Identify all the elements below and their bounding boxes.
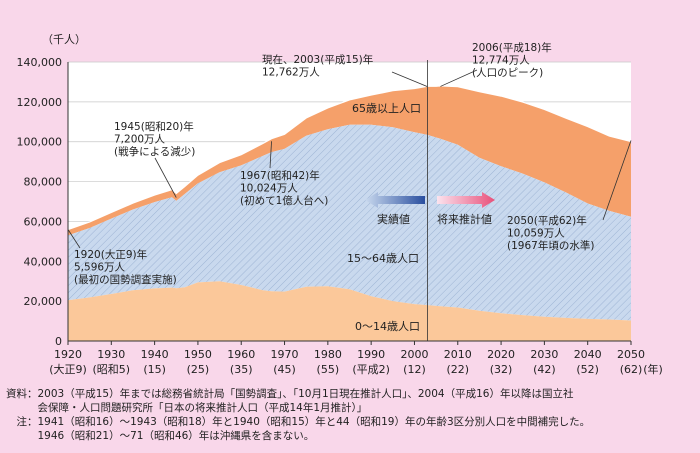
area-0-14 <box>68 281 631 341</box>
y-tick-label: 40,000 <box>24 255 63 268</box>
x-tick-label: 1990 <box>357 348 385 361</box>
y-tick-label: 60,000 <box>24 215 63 228</box>
annotation-2006-line: 12,774万人 <box>472 55 530 67</box>
x-tick-label: 1950 <box>184 348 212 361</box>
x-tick-era-label: (大正9) <box>49 362 87 376</box>
leader-2003 <box>391 71 428 88</box>
label-0-14: 0〜14歳人口 <box>355 320 420 333</box>
annotation-2050: 2050(平成62)年10,059万人(1967年頃の水準) <box>507 214 594 252</box>
x-tick-era-label: (昭和5) <box>93 363 131 376</box>
label-15-64: 15〜64歳人口 <box>347 252 419 265</box>
y-tick-label: 20,000 <box>24 295 63 308</box>
source-note-line-1: 資料：2003（平成15）年までは総務省統計局「国勢調査」、「10月1日現在推計… <box>6 388 574 400</box>
x-tick-label: 1920 <box>54 348 82 361</box>
x-tick-label: 1960 <box>227 348 255 361</box>
annotation-1967-line: 1967(昭和42)年 <box>240 169 320 182</box>
y-unit-label: （千人） <box>42 33 86 46</box>
x-tick-era-label: (平成2) <box>352 363 390 376</box>
x-tick-era-label: (52) <box>576 363 599 376</box>
annotation-1967-line: 10,024万人 <box>240 183 298 195</box>
y-tick-label: 0 <box>55 335 62 348</box>
x-tick-era-label: (15) <box>143 363 166 376</box>
leader-2006 <box>440 69 478 87</box>
annotation-1920-line: (最初の国勢調査実施) <box>74 273 177 286</box>
annotation-1920: 1920(大正9)年5,596万人(最初の国勢調査実施) <box>74 248 177 286</box>
annotation-1945-line: 7,200万人 <box>114 134 166 146</box>
annotation-2006-line: (人口のピーク) <box>472 67 543 79</box>
x-tick-era-label: (35) <box>230 363 253 376</box>
footnote-line-1: 注：1941（昭和16）〜1943（昭和18）年と1940（昭和15）年と44（… <box>6 416 591 428</box>
x-tick-era-label: (25) <box>187 363 210 376</box>
y-tick-label: 100,000 <box>17 136 63 149</box>
x-tick-era-label: (42) <box>533 363 556 376</box>
annotation-1945-line: 1945(昭和20)年 <box>114 120 194 133</box>
annotation-2006: 2006(平成18)年12,774万人(人口のピーク) <box>472 41 552 79</box>
label-65-plus: 65歳以上人口 <box>352 102 421 115</box>
source-note-line-2: 会保障・人口問題研究所「日本の将来推計人口（平成14年1月推計）」 <box>6 402 368 414</box>
x-tick-label: 2020 <box>487 348 515 361</box>
x-tick-label: 2010 <box>444 348 472 361</box>
x-tick-label: 2030 <box>530 348 558 361</box>
footnote-line-2: 1946（昭和21）〜71（昭和46）年は沖縄県を含まない。 <box>6 430 315 442</box>
annotation-2050-line: (1967年頃の水準) <box>507 239 594 252</box>
axes: 0 20,000 40,000 60,000 80,000 100,000 120,000 1… <box>17 33 663 376</box>
x-tick-label: 2000 <box>400 348 428 361</box>
x-tick-era-label: (45) <box>273 363 296 376</box>
actual-arrow <box>365 192 425 208</box>
annotation-1920-line: 1920(大正9)年 <box>74 248 147 261</box>
annotation-1945-line: (戦争による減少) <box>114 145 195 158</box>
annotation-2050-line: 2050(平成62)年 <box>507 214 587 227</box>
leader-1945 <box>154 157 177 198</box>
annotations: 実績値 将来推計値 1920(大正9)年5,596万人(最初の国勢調査実施) 1945… <box>67 41 632 286</box>
x-tick-era-label: (32) <box>490 363 513 376</box>
annotation-2050-line: 10,059万人 <box>507 228 565 240</box>
x-tick-label: 2050 <box>617 348 645 361</box>
projection-arrow <box>437 192 495 208</box>
stacked-areas <box>67 60 632 341</box>
x-tick-era-label: (22) <box>446 363 469 376</box>
annotation-1945: 1945(昭和20)年7,200万人(戦争による減少) <box>114 120 195 158</box>
actual-label: 実績値 <box>377 212 410 226</box>
series-labels: 65歳以上人口 15〜64歳人口 0〜14歳人口 <box>347 102 421 333</box>
x-tick-label: 1980 <box>314 348 342 361</box>
x-tick-label: 1940 <box>141 348 169 361</box>
area-15-64 <box>68 124 631 321</box>
leader-1920 <box>67 229 81 249</box>
annotation-2003-line: 12,762万人 <box>262 67 320 79</box>
annotation-2006-line: 2006(平成18)年 <box>472 41 552 54</box>
annotation-2003: 現在、2003(平成15)年12,762万人 <box>262 53 373 79</box>
annotation-2003-line: 現在、2003(平成15)年 <box>262 53 373 66</box>
leader-2050 <box>602 140 632 221</box>
x-tick-label: 2040 <box>574 348 602 361</box>
annotation-1920-line: 5,596万人 <box>74 262 126 274</box>
annotation-1967-line: (初めて1億人台へ) <box>240 194 328 207</box>
area-65-plus <box>68 85 631 236</box>
y-tick-label: 80,000 <box>24 176 63 189</box>
projection-label: 将来推計値 <box>437 212 492 226</box>
leader-1967 <box>269 141 272 169</box>
x-tick-era-label: (62) <box>620 363 643 376</box>
x-unit-label: (年) <box>643 362 663 376</box>
x-tick-label: 1930 <box>97 348 125 361</box>
x-tick-label: 1970 <box>271 348 299 361</box>
annotation-1967: 1967(昭和42)年10,024万人(初めて1億人台へ) <box>240 169 328 207</box>
y-tick-label: 140,000 <box>17 56 63 69</box>
x-tick-era-label: (12) <box>403 363 426 376</box>
y-tick-label: 120,000 <box>17 96 63 109</box>
x-tick-era-label: (55) <box>317 363 340 376</box>
